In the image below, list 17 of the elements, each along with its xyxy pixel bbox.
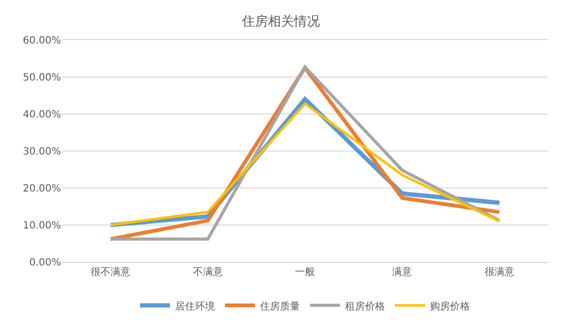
y-tick-label: 50.00% xyxy=(22,72,61,84)
legend-label: 租房价格 xyxy=(345,300,385,312)
legend-label: 居住环境 xyxy=(175,300,215,312)
x-tick-label: 一般 xyxy=(295,267,315,278)
x-tick-label: 满意 xyxy=(392,266,412,278)
y-tick-label: 40.00% xyxy=(22,110,61,120)
y-tick-label: 30.00% xyxy=(22,146,61,158)
chart-title: 住房相关情况 xyxy=(241,14,320,30)
x-tick-label: 不满意 xyxy=(192,266,223,278)
legend-label: 购房价格 xyxy=(430,300,470,312)
y-tick-label: 0.00% xyxy=(29,258,61,268)
y-tick-label: 10.00% xyxy=(22,220,61,232)
y-tick-label: 20.00% xyxy=(22,184,61,194)
x-tick-label: 很满意 xyxy=(484,266,514,278)
legend-label: 住房质量 xyxy=(260,300,300,312)
x-tick-label: 很不满意 xyxy=(90,266,131,278)
y-tick-label: 60.00% xyxy=(22,36,61,46)
